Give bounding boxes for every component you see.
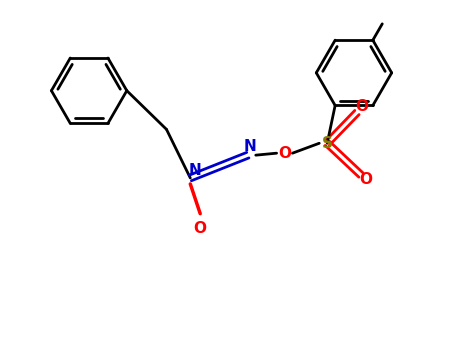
- Text: O: O: [355, 99, 369, 114]
- Text: N: N: [243, 139, 256, 154]
- Text: O: O: [278, 146, 291, 161]
- Text: N: N: [189, 162, 202, 177]
- Text: O: O: [359, 173, 372, 188]
- Text: O: O: [194, 221, 207, 236]
- Text: S: S: [322, 136, 333, 151]
